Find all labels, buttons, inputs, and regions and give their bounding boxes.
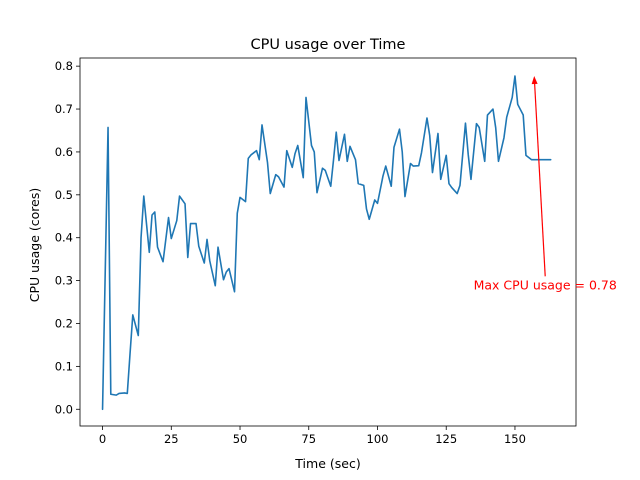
y-tick-label: 0.2 <box>55 316 73 330</box>
y-tick-label: 0.1 <box>55 359 73 373</box>
chart-title: CPU usage over Time <box>251 37 406 53</box>
max-usage-annotation-arrow <box>534 83 546 277</box>
max-usage-annotation-text: Max CPU usage = 0.78 <box>474 277 617 292</box>
cpu-usage-series-line <box>101 75 552 411</box>
max-usage-annotation-arrowhead <box>531 76 538 85</box>
y-axis-label: CPU usage (cores) <box>27 188 42 302</box>
y-tick-label: 0.8 <box>55 59 73 73</box>
x-tick-label: 150 <box>504 432 526 446</box>
x-tick-label: 0 <box>99 432 106 446</box>
x-tick-label: 25 <box>164 432 179 446</box>
y-tick-label: 0.7 <box>55 102 73 116</box>
y-tick-label: 0.4 <box>55 231 73 245</box>
y-tick-label: 0.6 <box>55 145 73 159</box>
x-tick-label: 50 <box>233 432 248 446</box>
y-tick-label: 0.3 <box>55 274 73 288</box>
x-tick-label: 100 <box>367 432 389 446</box>
y-tick-label: 0.5 <box>55 188 73 202</box>
plot-frame <box>79 57 577 427</box>
y-tick-label: 0.0 <box>55 402 73 416</box>
plot-area: 0 25 50 75 100 125 150 0.0 0.1 0.2 0.3 0.4 0.5 0.6 0.7… <box>55 57 617 446</box>
x-tick-label: 125 <box>435 432 457 446</box>
x-axis-label: Time (sec) <box>294 456 360 471</box>
x-tick-label: 75 <box>301 432 316 446</box>
